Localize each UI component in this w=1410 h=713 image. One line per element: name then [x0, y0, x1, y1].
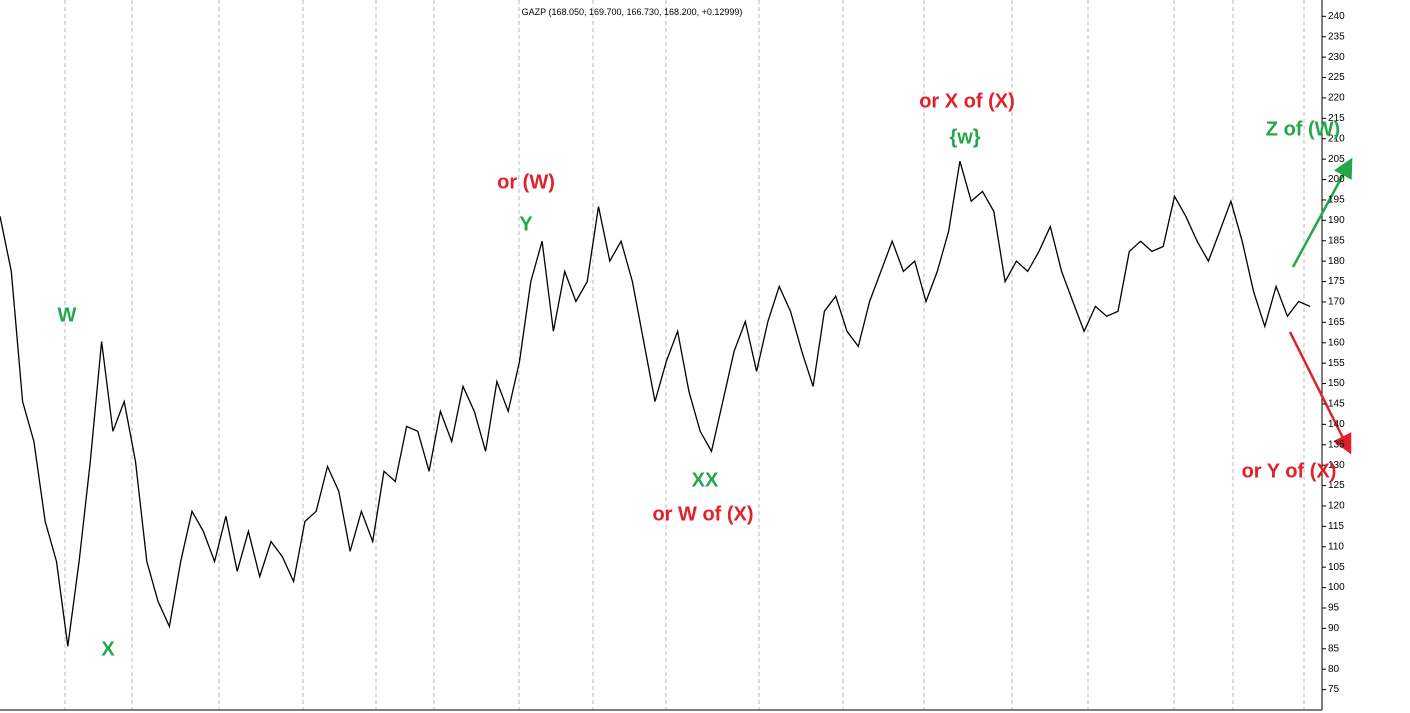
annotation: Z of (W)	[1266, 118, 1340, 140]
annotation: or Y of (X)	[1242, 460, 1337, 482]
annotation: or (W)	[497, 171, 555, 193]
y-tick-label: 195	[1328, 195, 1345, 206]
y-tick-label: 230	[1328, 52, 1345, 63]
y-tick-label: 185	[1328, 235, 1345, 246]
y-tick-label: 95	[1328, 603, 1340, 614]
y-tick-label: 190	[1328, 215, 1345, 226]
price-line	[0, 161, 1311, 647]
vertical-grid	[64, 0, 1305, 710]
y-tick-label: 175	[1328, 276, 1345, 287]
annotation: W	[58, 304, 77, 326]
y-tick-label: 75	[1328, 684, 1340, 695]
y-tick-label: 215	[1328, 113, 1345, 124]
y-tick-label: 205	[1328, 154, 1345, 165]
annotation: {w}	[949, 126, 980, 148]
y-tick-label: 115	[1328, 521, 1344, 532]
y-tick-label: 85	[1328, 643, 1340, 654]
y-tick-label: 225	[1328, 72, 1345, 83]
arrow-up	[1291, 157, 1353, 268]
annotation: X	[101, 638, 115, 660]
y-tick-label: 110	[1328, 541, 1344, 552]
y-tick-label: 105	[1328, 562, 1345, 573]
y-tick-label: 210	[1328, 133, 1345, 144]
y-tick-label: 240	[1328, 11, 1345, 22]
annotation: XX	[692, 469, 719, 491]
y-tick-label: 160	[1328, 337, 1345, 348]
y-tick-label: 145	[1328, 399, 1345, 410]
y-tick-label: 200	[1328, 174, 1345, 185]
y-tick-label: 120	[1328, 501, 1345, 512]
y-tick-label: 80	[1328, 664, 1340, 675]
chart-title: GAZP (168.050, 169.700, 166.730, 168.200…	[522, 7, 743, 17]
annotation: or X of (X)	[919, 90, 1015, 112]
annotation: or W of (X)	[652, 503, 753, 525]
y-tick-label: 130	[1328, 460, 1345, 471]
y-tick-label: 220	[1328, 93, 1345, 104]
y-tick-label: 235	[1328, 31, 1345, 42]
y-tick-label: 150	[1328, 378, 1345, 389]
arrow-down	[1288, 331, 1352, 455]
y-tick-label: 180	[1328, 256, 1345, 267]
y-tick-label: 90	[1328, 623, 1340, 634]
y-tick-label: 140	[1328, 419, 1345, 430]
annotation: Y	[519, 213, 533, 235]
y-tick-label: 125	[1328, 480, 1345, 491]
y-tick-label: 135	[1328, 439, 1345, 450]
y-tick-label: 170	[1328, 297, 1345, 308]
y-tick-label: 100	[1328, 582, 1345, 593]
y-tick-label: 155	[1328, 358, 1345, 369]
y-tick-label: 165	[1328, 317, 1345, 328]
